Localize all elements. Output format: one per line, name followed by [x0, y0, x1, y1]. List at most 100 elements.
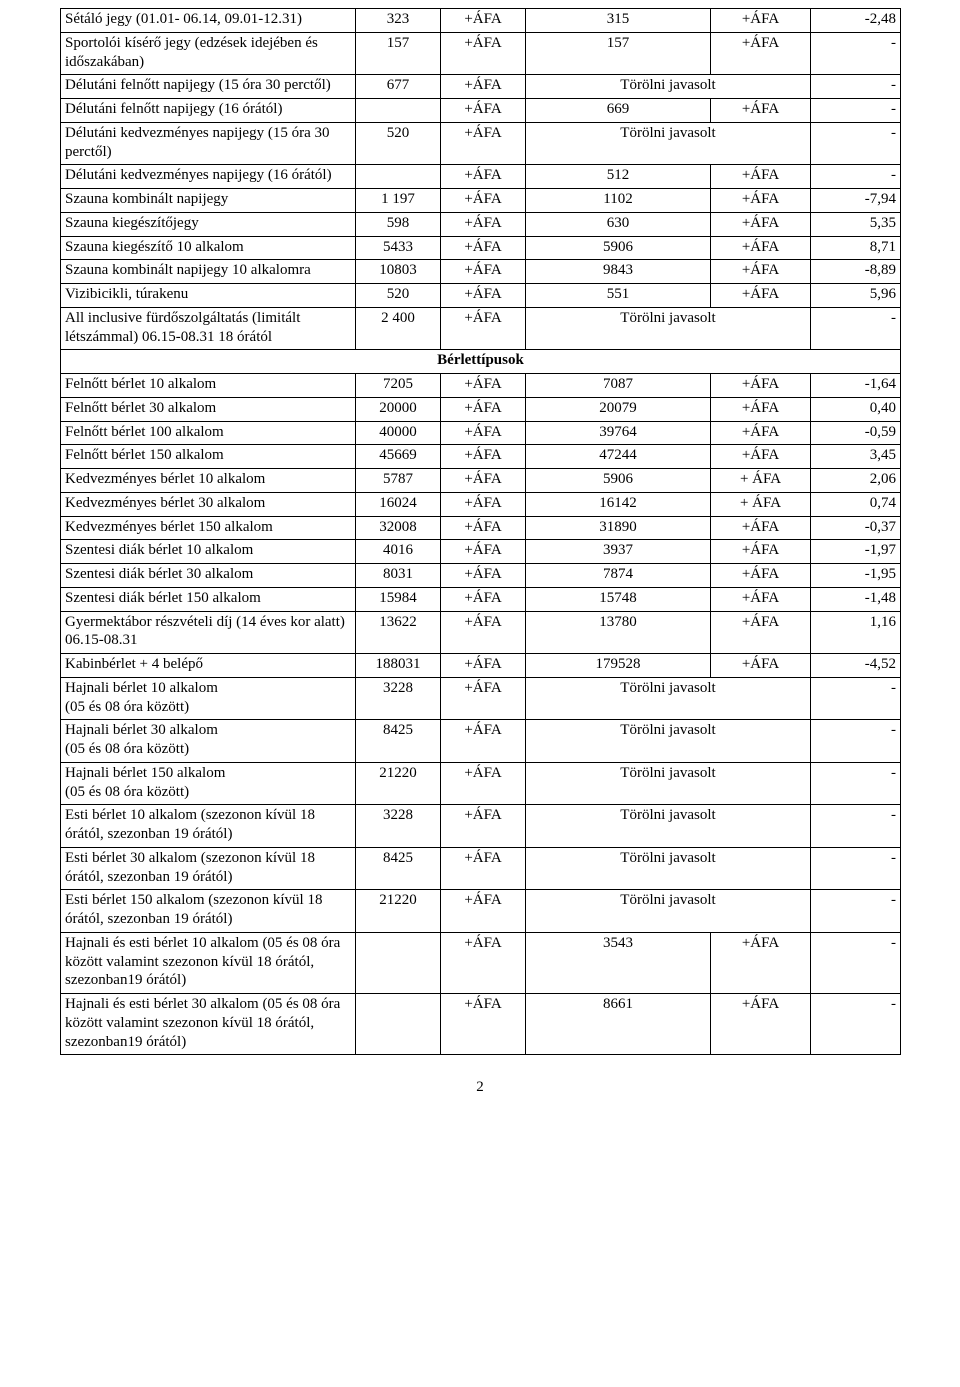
new-afa-cell: +ÁFA	[711, 445, 811, 469]
description-cell: Kedvezményes bérlet 30 alkalom	[61, 492, 356, 516]
new-price-cell: 31890	[526, 516, 711, 540]
old-afa-cell: +ÁFA	[441, 307, 526, 350]
old-afa-cell: +ÁFA	[441, 99, 526, 123]
pct-change-cell: -	[811, 165, 901, 189]
table-row: Bérlettípusok	[61, 350, 901, 374]
pct-change-cell: -	[811, 994, 901, 1055]
description-cell: Gyermektábor részvételi díj (14 éves kor…	[61, 611, 356, 654]
pct-change-cell: -8,89	[811, 260, 901, 284]
pct-change-cell: -0,59	[811, 421, 901, 445]
table-row: Szauna kombinált napijegy1 197+ÁFA1102+Á…	[61, 189, 901, 213]
new-price-merged-cell: Törölni javasolt	[526, 890, 811, 933]
description-cell: Hajnali és esti bérlet 10 alkalom (05 és…	[61, 932, 356, 993]
new-afa-cell: +ÁFA	[711, 611, 811, 654]
new-price-cell: 47244	[526, 445, 711, 469]
table-row: Felnőtt bérlet 150 alkalom45669+ÁFA47244…	[61, 445, 901, 469]
old-price-cell: 32008	[356, 516, 441, 540]
table-row: Kedvezményes bérlet 10 alkalom5787+ÁFA59…	[61, 469, 901, 493]
description-cell: Esti bérlet 30 alkalom (szezonon kívül 1…	[61, 847, 356, 890]
new-price-cell: 630	[526, 212, 711, 236]
description-cell: Hajnali bérlet 10 alkalom(05 és 08 óra k…	[61, 677, 356, 720]
pct-change-cell: 3,45	[811, 445, 901, 469]
old-price-cell: 21220	[356, 762, 441, 805]
table-row: Hajnali bérlet 150 alkalom(05 és 08 óra …	[61, 762, 901, 805]
new-price-cell: 16142	[526, 492, 711, 516]
new-afa-cell: +ÁFA	[711, 284, 811, 308]
pct-change-cell: 1,16	[811, 611, 901, 654]
old-price-cell	[356, 994, 441, 1055]
old-afa-cell: +ÁFA	[441, 421, 526, 445]
table-row: Szauna kombinált napijegy 10 alkalomra10…	[61, 260, 901, 284]
description-cell: Hajnali bérlet 30 alkalom(05 és 08 óra k…	[61, 720, 356, 763]
new-afa-cell: +ÁFA	[711, 994, 811, 1055]
pct-change-cell: -	[811, 847, 901, 890]
old-afa-cell: +ÁFA	[441, 374, 526, 398]
old-afa-cell: +ÁFA	[441, 762, 526, 805]
description-cell: Délutáni felnőtt napijegy (15 óra 30 per…	[61, 75, 356, 99]
new-afa-cell: + ÁFA	[711, 469, 811, 493]
new-afa-cell: +ÁFA	[711, 260, 811, 284]
new-price-merged-cell: Törölni javasolt	[526, 762, 811, 805]
new-price-cell: 512	[526, 165, 711, 189]
old-afa-cell: +ÁFA	[441, 805, 526, 848]
new-afa-cell: +ÁFA	[711, 654, 811, 678]
table-row: Hajnali bérlet 30 alkalom(05 és 08 óra k…	[61, 720, 901, 763]
table-row: Gyermektábor részvételi díj (14 éves kor…	[61, 611, 901, 654]
table-row: Sportolói kísérő jegy (edzések idejében …	[61, 32, 901, 75]
description-cell: Szauna kiegészítőjegy	[61, 212, 356, 236]
table-row: Felnőtt bérlet 100 alkalom40000+ÁFA39764…	[61, 421, 901, 445]
pct-change-cell: -	[811, 122, 901, 165]
old-price-cell	[356, 99, 441, 123]
description-cell: Szauna kombinált napijegy	[61, 189, 356, 213]
new-afa-cell: +ÁFA	[711, 564, 811, 588]
old-price-cell: 10803	[356, 260, 441, 284]
description-cell: Kedvezményes bérlet 10 alkalom	[61, 469, 356, 493]
old-afa-cell: +ÁFA	[441, 9, 526, 33]
new-afa-cell: +ÁFA	[711, 99, 811, 123]
old-afa-cell: +ÁFA	[441, 994, 526, 1055]
new-afa-cell: +ÁFA	[711, 397, 811, 421]
new-price-cell: 7874	[526, 564, 711, 588]
description-cell: Szauna kombinált napijegy 10 alkalomra	[61, 260, 356, 284]
old-price-cell	[356, 932, 441, 993]
table-row: All inclusive fürdőszolgáltatás (limitál…	[61, 307, 901, 350]
description-cell: Sportolói kísérő jegy (edzések idejében …	[61, 32, 356, 75]
page-number: 2	[60, 1079, 900, 1096]
description-cell: Délutáni felnőtt napijegy (16 órától)	[61, 99, 356, 123]
pct-change-cell: -	[811, 99, 901, 123]
table-row: Esti bérlet 10 alkalom (szezonon kívül 1…	[61, 805, 901, 848]
new-price-merged-cell: Törölni javasolt	[526, 720, 811, 763]
old-price-cell: 13622	[356, 611, 441, 654]
table-row: Kedvezményes bérlet 150 alkalom32008+ÁFA…	[61, 516, 901, 540]
table-row: Esti bérlet 30 alkalom (szezonon kívül 1…	[61, 847, 901, 890]
old-price-cell: 16024	[356, 492, 441, 516]
new-price-cell: 3543	[526, 932, 711, 993]
pct-change-cell: -1,64	[811, 374, 901, 398]
new-price-cell: 669	[526, 99, 711, 123]
old-price-cell: 520	[356, 122, 441, 165]
old-afa-cell: +ÁFA	[441, 236, 526, 260]
old-price-cell: 5787	[356, 469, 441, 493]
pct-change-cell: -1,48	[811, 587, 901, 611]
old-price-cell: 4016	[356, 540, 441, 564]
new-afa-cell: +ÁFA	[711, 587, 811, 611]
old-afa-cell: +ÁFA	[441, 284, 526, 308]
old-afa-cell: +ÁFA	[441, 516, 526, 540]
old-afa-cell: +ÁFA	[441, 677, 526, 720]
new-afa-cell: +ÁFA	[711, 32, 811, 75]
pct-change-cell: 0,74	[811, 492, 901, 516]
table-row: Felnőtt bérlet 30 alkalom20000+ÁFA20079+…	[61, 397, 901, 421]
new-price-cell: 157	[526, 32, 711, 75]
new-price-cell: 5906	[526, 236, 711, 260]
new-price-cell: 9843	[526, 260, 711, 284]
old-afa-cell: +ÁFA	[441, 611, 526, 654]
new-price-cell: 13780	[526, 611, 711, 654]
new-price-merged-cell: Törölni javasolt	[526, 122, 811, 165]
pct-change-cell: -1,97	[811, 540, 901, 564]
old-price-cell: 520	[356, 284, 441, 308]
new-afa-cell: +ÁFA	[711, 516, 811, 540]
table-row: Hajnali bérlet 10 alkalom(05 és 08 óra k…	[61, 677, 901, 720]
pct-change-cell: -0,37	[811, 516, 901, 540]
price-table: Sétáló jegy (01.01- 06.14, 09.01-12.31)3…	[60, 8, 901, 1055]
description-cell: Hajnali és esti bérlet 30 alkalom (05 és…	[61, 994, 356, 1055]
